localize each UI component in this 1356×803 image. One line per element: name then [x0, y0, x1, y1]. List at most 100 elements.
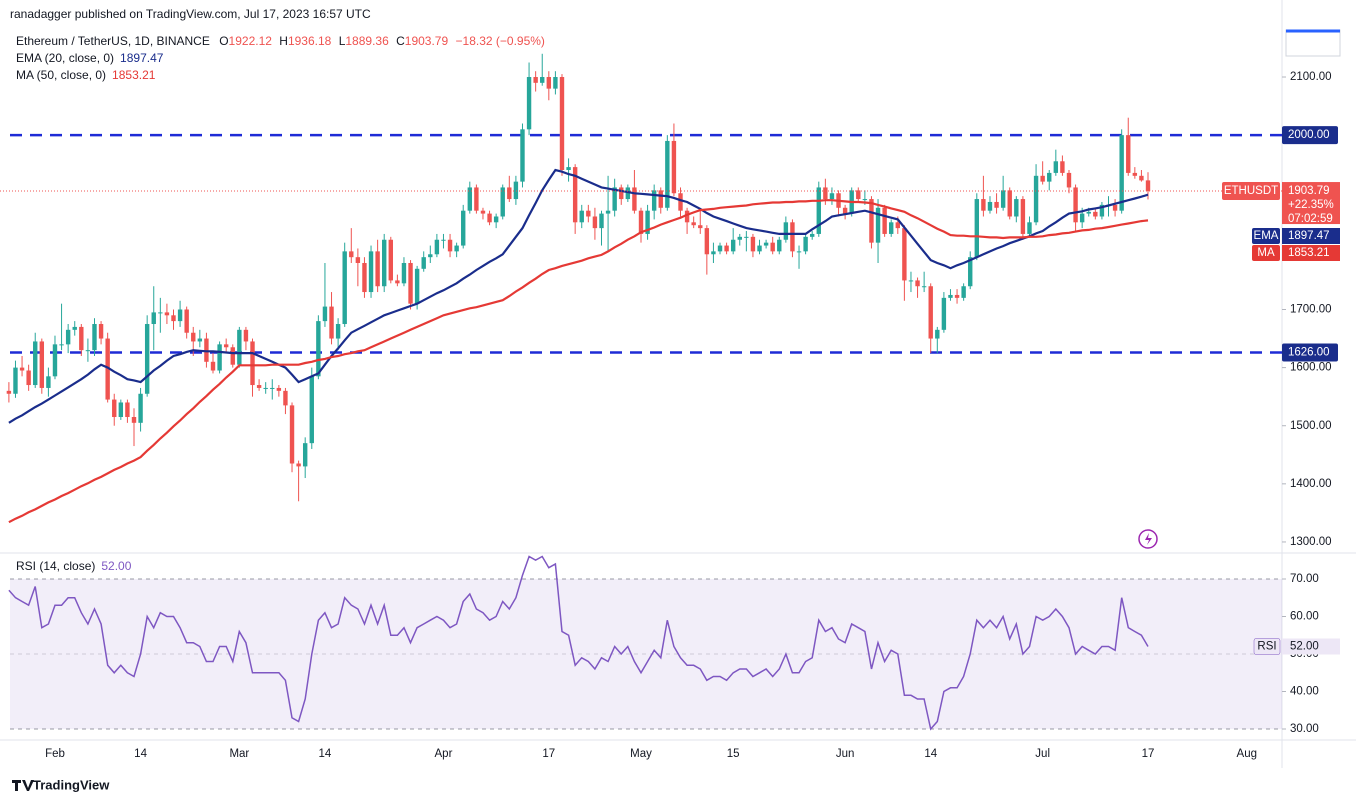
ma-legend: MA (50, close, 0) 1853.21: [16, 68, 156, 82]
candle-body: [803, 236, 808, 252]
candle-body: [921, 286, 927, 288]
y-tick-label: 1300.00: [1290, 536, 1332, 548]
candle-body: [125, 402, 130, 418]
candle-body: [507, 187, 512, 200]
candle-body: [954, 294, 960, 298]
candle-body: [276, 387, 282, 391]
candle-body: [270, 387, 275, 389]
candle-body: [1139, 175, 1144, 181]
candle-body: [684, 210, 690, 223]
symbol-tag: [1222, 182, 1280, 201]
candle-body: [250, 341, 255, 386]
candle-body: [335, 324, 341, 339]
candle-body: [112, 399, 117, 418]
candle-body: [1132, 172, 1138, 176]
y-tick-label: 1700.00: [1290, 304, 1332, 316]
candle-body: [559, 77, 565, 171]
indicator-line: [8, 168, 1149, 424]
candle-body: [177, 309, 183, 322]
candle-body: [1000, 190, 1006, 208]
change-value: −18.32 (−0.95%): [456, 34, 545, 48]
candle-body: [737, 236, 742, 240]
candle-body: [750, 236, 756, 252]
rsi-legend: RSI (14, close) 52.00: [16, 559, 132, 573]
candle-body: [493, 216, 499, 223]
candle-body: [1053, 161, 1059, 173]
x-tick-label: May: [630, 748, 652, 760]
ohlc-value: 1903.79: [405, 34, 449, 48]
candle-body: [645, 210, 650, 234]
level-label: 1626.00: [1288, 347, 1330, 359]
candle-body: [1145, 180, 1151, 192]
chart-layer: 1300.00 1400.00 1500.00 1600.00 1700.00 2100.…: [0, 0, 1356, 768]
indicator-tag-box: [1282, 245, 1340, 261]
candle-body: [19, 367, 25, 371]
candle-body: [454, 245, 459, 252]
x-tick-label: 14: [134, 748, 147, 760]
x-tick-label: 17: [542, 748, 555, 760]
candle-body: [553, 77, 558, 89]
candle-body: [467, 187, 473, 211]
candle-body: [480, 210, 486, 214]
candle-body: [382, 239, 387, 287]
candle-body: [638, 210, 644, 234]
candle-body: [217, 344, 222, 371]
candle-body: [540, 77, 545, 83]
event-icon[interactable]: [1138, 529, 1158, 549]
candle-body: [730, 239, 736, 252]
candle-body: [1099, 204, 1105, 217]
candle-body: [421, 257, 426, 269]
scale-button[interactable]: [1285, 29, 1341, 57]
level-tag: [1282, 343, 1338, 362]
candle-body: [546, 77, 552, 89]
candle-body: [428, 254, 433, 258]
candle-body: [289, 405, 295, 464]
candle-body: [92, 324, 97, 351]
candle-body: [875, 207, 881, 243]
x-tick-label: 14: [924, 748, 937, 760]
candle-body: [375, 251, 380, 287]
candle-body: [500, 187, 505, 217]
candle-body: [809, 233, 815, 237]
candle-body: [572, 167, 578, 223]
candle-body: [1014, 199, 1019, 217]
candle-body: [131, 417, 137, 423]
candle-body: [632, 187, 637, 211]
candle-body: [164, 312, 170, 316]
rsi-name: RSI (14, close): [16, 559, 95, 573]
y-tick-label: 2100.00: [1290, 71, 1332, 83]
ma-name: MA (50, close, 0): [16, 68, 106, 82]
candle-body: [1112, 204, 1118, 211]
candle-body: [210, 361, 216, 371]
candle-body: [783, 222, 789, 240]
ohlc-label: H: [279, 34, 288, 48]
x-tick-label: 17: [1142, 748, 1155, 760]
candle-body: [6, 390, 12, 394]
candle-body: [961, 286, 966, 298]
candle-body: [263, 387, 268, 389]
candle-body: [869, 199, 874, 243]
candle-body: [1126, 135, 1131, 173]
candle-body: [256, 385, 262, 388]
candle-body: [474, 187, 479, 211]
candle-body: [763, 242, 769, 246]
candle-body: [974, 199, 980, 258]
candle-body: [184, 309, 189, 333]
indicator-tag-box: [1282, 228, 1340, 244]
candle-body: [65, 329, 71, 345]
price-tag-value: 1903.79: [1288, 185, 1330, 197]
ema-legend: EMA (20, close, 0) 1897.47: [16, 51, 164, 65]
candle-body: [823, 187, 828, 200]
ohlc-label: C: [396, 34, 405, 48]
candle-body: [395, 280, 400, 284]
candle-body: [118, 402, 124, 418]
candle-body: [1086, 211, 1091, 214]
candle-body: [1047, 172, 1052, 182]
indicator-tag-name: EMA: [1254, 230, 1279, 242]
candle-body: [85, 350, 91, 352]
ohlc-label: L: [339, 34, 346, 48]
candle-body: [862, 199, 868, 201]
candle-body: [908, 280, 914, 282]
candle-body: [882, 207, 887, 234]
